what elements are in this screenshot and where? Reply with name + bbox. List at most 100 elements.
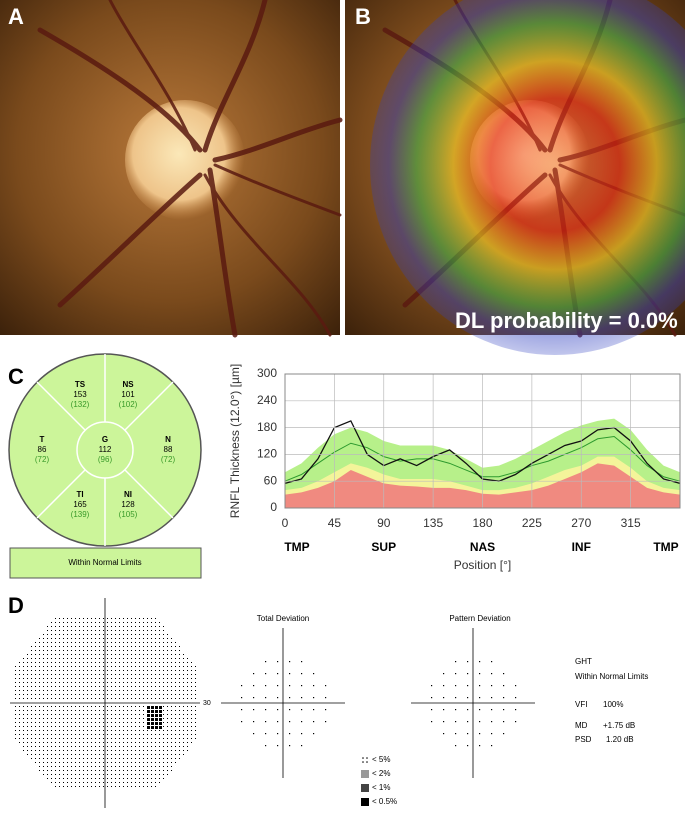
field-dot	[127, 722, 128, 723]
field-dot	[51, 678, 52, 679]
sector-normal: (72)	[35, 455, 50, 464]
field-dot	[155, 670, 156, 671]
y-axis-label: RNFL Thickness (12.0°) [µm]	[228, 364, 242, 518]
deviation-dot	[265, 733, 267, 735]
sector-divider	[36, 381, 86, 431]
field-dot	[55, 750, 56, 751]
field-dot	[19, 666, 20, 667]
field-dot	[31, 658, 32, 659]
field-dot	[119, 762, 120, 763]
field-dot	[15, 694, 16, 695]
field-dot	[171, 666, 172, 667]
field-dot	[87, 714, 88, 715]
field-dot	[71, 738, 72, 739]
field-dot	[19, 734, 20, 735]
field-dot	[143, 778, 144, 779]
field-dot	[175, 722, 176, 723]
defect-dot	[151, 722, 154, 725]
field-dot	[63, 774, 64, 775]
field-dot	[183, 694, 184, 695]
sector-divider	[124, 381, 174, 431]
field-dot	[131, 658, 132, 659]
field-dot	[43, 678, 44, 679]
field-dot	[143, 682, 144, 683]
field-dot	[147, 742, 148, 743]
field-dot	[195, 722, 196, 723]
field-dot	[15, 698, 16, 699]
field-dot	[91, 638, 92, 639]
field-dot	[139, 646, 140, 647]
deviation-dot	[455, 745, 457, 747]
field-dot	[35, 714, 36, 715]
field-dot	[67, 770, 68, 771]
field-dot	[27, 694, 28, 695]
field-dot	[75, 638, 76, 639]
field-dot	[103, 750, 104, 751]
field-dot	[119, 618, 120, 619]
field-dot	[63, 698, 64, 699]
field-dot	[71, 670, 72, 671]
field-dot	[139, 782, 140, 783]
field-dot	[27, 698, 28, 699]
field-dot	[19, 674, 20, 675]
field-dot	[31, 754, 32, 755]
field-dot	[91, 706, 92, 707]
field-dot	[123, 742, 124, 743]
field-dot	[171, 770, 172, 771]
field-dot	[63, 730, 64, 731]
field-dot	[171, 730, 172, 731]
field-dot	[163, 630, 164, 631]
field-dot	[67, 686, 68, 687]
field-dot	[99, 754, 100, 755]
field-dot	[187, 734, 188, 735]
field-dot	[35, 666, 36, 667]
deviation-dot	[515, 685, 517, 687]
field-dot	[143, 666, 144, 667]
field-dot	[103, 710, 104, 711]
field-dot	[155, 762, 156, 763]
field-dot	[35, 642, 36, 643]
field-dot	[175, 750, 176, 751]
field-dot	[115, 654, 116, 655]
defect-dot	[151, 714, 154, 717]
field-dot	[195, 726, 196, 727]
field-dot	[103, 778, 104, 779]
deviation-dot	[241, 685, 243, 687]
field-dot	[163, 634, 164, 635]
field-dot	[95, 746, 96, 747]
field-dot	[83, 678, 84, 679]
field-dot	[67, 626, 68, 627]
field-dot	[95, 710, 96, 711]
field-dot	[103, 734, 104, 735]
field-dot	[131, 682, 132, 683]
field-dot	[147, 786, 148, 787]
field-dot	[143, 630, 144, 631]
x-tick-label: 315	[621, 516, 641, 530]
field-dot	[123, 762, 124, 763]
field-dot	[159, 758, 160, 759]
field-dot	[187, 722, 188, 723]
field-dot	[115, 622, 116, 623]
field-dot	[195, 730, 196, 731]
field-dot	[167, 758, 168, 759]
field-dot	[183, 710, 184, 711]
field-dot	[119, 674, 120, 675]
field-dot	[127, 622, 128, 623]
field-dot	[15, 718, 16, 719]
field-dot	[155, 758, 156, 759]
deviation-dot	[443, 697, 445, 699]
field-dot	[35, 674, 36, 675]
field-dot	[131, 694, 132, 695]
field-dot	[39, 658, 40, 659]
field-dot	[155, 698, 156, 699]
field-dot	[123, 698, 124, 699]
field-dot	[31, 682, 32, 683]
field-dot	[79, 638, 80, 639]
defect-dot	[147, 722, 150, 725]
field-dot	[31, 646, 32, 647]
sector-label: NI	[124, 490, 132, 499]
field-dot	[51, 622, 52, 623]
field-dot	[171, 658, 172, 659]
field-dot	[39, 770, 40, 771]
y-tick-label: 300	[257, 366, 277, 380]
